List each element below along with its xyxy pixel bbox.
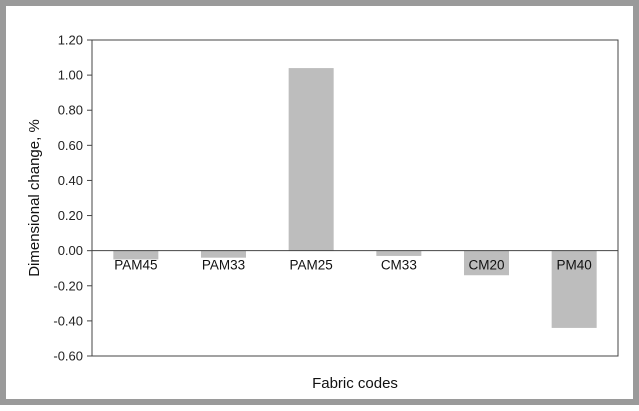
bar-cm33 <box>376 250 422 256</box>
x-category-label: PAM45 <box>114 258 157 273</box>
plot-area <box>91 39 619 357</box>
x-category-label: PAM33 <box>202 258 245 273</box>
y-ticks: 1.20 1.00 0.80 0.60 0.40 0.20 0.00 -0.20 -0.40 -0… <box>53 33 92 364</box>
bar-pam25 <box>288 68 334 251</box>
bar-chart: 1.20 1.00 0.80 0.60 0.40 0.20 0.00 -0.20 -0.40 -0… <box>26 33 619 392</box>
axes-layer <box>91 39 619 357</box>
bar-cm20 <box>464 250 509 276</box>
y-tick-label: 0.60 <box>58 138 83 153</box>
y-tick-label: 0.00 <box>58 243 83 258</box>
y-tick-label: 0.40 <box>58 173 83 188</box>
bar-pam33 <box>201 250 246 258</box>
category-labels: PAM45 PAM33 PAM25 CM33 CM20 PM40 <box>114 258 592 273</box>
y-tick-label: -0.40 <box>53 313 83 328</box>
y-tick-label: 0.80 <box>58 103 83 118</box>
y-axis-title: Dimensional change, % <box>26 119 43 277</box>
x-axis-title: Fabric codes <box>312 375 398 392</box>
x-category-label: CM20 <box>468 258 504 273</box>
bar-pam45 <box>113 250 159 260</box>
x-category-label: PAM25 <box>290 258 333 273</box>
bar-pm40 <box>551 250 597 328</box>
y-tick-label: 1.00 <box>58 68 83 83</box>
y-tick-label: -0.60 <box>53 349 83 364</box>
x-category-label: PM40 <box>557 258 592 273</box>
y-tick-label: 0.20 <box>58 208 83 223</box>
bars-layer <box>113 68 597 328</box>
y-tick-label: 1.20 <box>58 33 83 48</box>
y-tick-label: -0.20 <box>53 278 83 293</box>
x-category-label: CM33 <box>381 258 417 273</box>
